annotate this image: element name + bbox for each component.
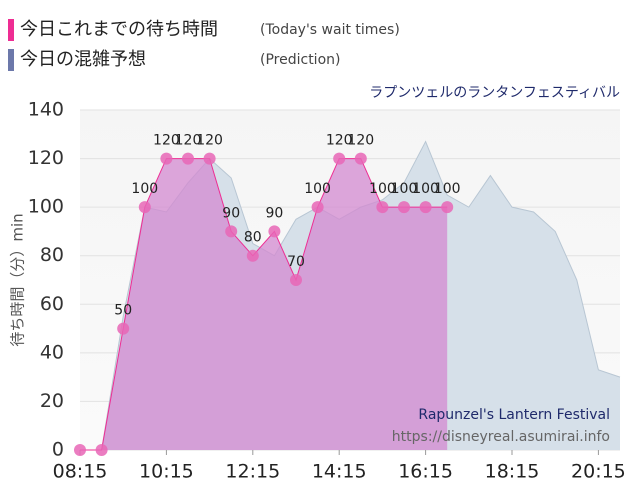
data-label: 100 [304, 181, 331, 197]
data-label: 90 [222, 205, 240, 221]
legend-swatch [8, 49, 14, 71]
y-tick-label: 20 [40, 390, 64, 412]
point [160, 152, 173, 165]
data-label: 120 [153, 133, 180, 149]
x-tick-label: 10:15 [139, 461, 194, 483]
legend-label: 今日の混雑予想 [20, 49, 146, 70]
point [354, 152, 367, 165]
y-tick-label: 80 [40, 244, 64, 266]
annotation: Rapunzel's Lantern Festival [418, 407, 610, 423]
point [225, 225, 238, 238]
data-label: 100 [434, 181, 461, 197]
x-tick-label: 18:15 [485, 461, 540, 483]
point [246, 249, 259, 262]
point [311, 201, 324, 214]
point [203, 152, 216, 165]
point [268, 225, 281, 238]
data-label: 70 [287, 254, 305, 270]
y-tick-label: 40 [40, 341, 64, 363]
point [441, 201, 454, 214]
plot: 0 20 40 60 80 100 120 140 08:15 10:15 12:15 14:15 16… [28, 99, 626, 483]
point [398, 201, 410, 214]
data-label: 80 [244, 230, 262, 246]
x-tick-label: 20:15 [571, 461, 626, 483]
data-label: 100 [412, 181, 439, 197]
point [138, 201, 151, 214]
x-tick-label: 12:15 [225, 461, 280, 483]
point [117, 322, 130, 335]
x-tick-label: 08:15 [53, 461, 108, 483]
data-label: 120 [326, 133, 353, 149]
data-label: 120 [347, 133, 374, 149]
area [80, 158, 448, 451]
annotation: https://disneyreal.asumirai.info [392, 429, 610, 445]
point [333, 152, 346, 165]
data-label: 100 [131, 181, 158, 197]
point [182, 152, 194, 165]
point [376, 201, 389, 214]
data-label: 100 [369, 181, 396, 197]
x-tick-label: 16:15 [398, 461, 453, 483]
data-label: 120 [196, 133, 223, 149]
legend-label: 今日これまでの待ち時間 [20, 19, 218, 40]
legend-swatch [8, 19, 14, 41]
legend-note: (Prediction) [260, 52, 340, 68]
data-label: 90 [265, 205, 283, 221]
y-tick-label: 120 [28, 147, 64, 169]
point [74, 444, 86, 456]
y-tick-label: 140 [28, 99, 64, 121]
legend-note: (Today's wait times) [260, 22, 400, 38]
y-axis-label: 待ち時間（分）min [9, 213, 27, 346]
data-label: 120 [175, 133, 202, 149]
data-label: 100 [391, 181, 418, 197]
chart-subtitle: ラプンツェルのランタンフェスティバル [369, 85, 620, 101]
y-tick-label: 60 [40, 293, 64, 315]
y-tick-label: 0 [52, 439, 64, 461]
data-label: 50 [114, 303, 132, 319]
point [95, 444, 108, 456]
x-tick-label: 14:15 [312, 461, 367, 483]
y-tick-label: 100 [28, 196, 64, 218]
point [419, 201, 432, 214]
point [290, 274, 302, 286]
